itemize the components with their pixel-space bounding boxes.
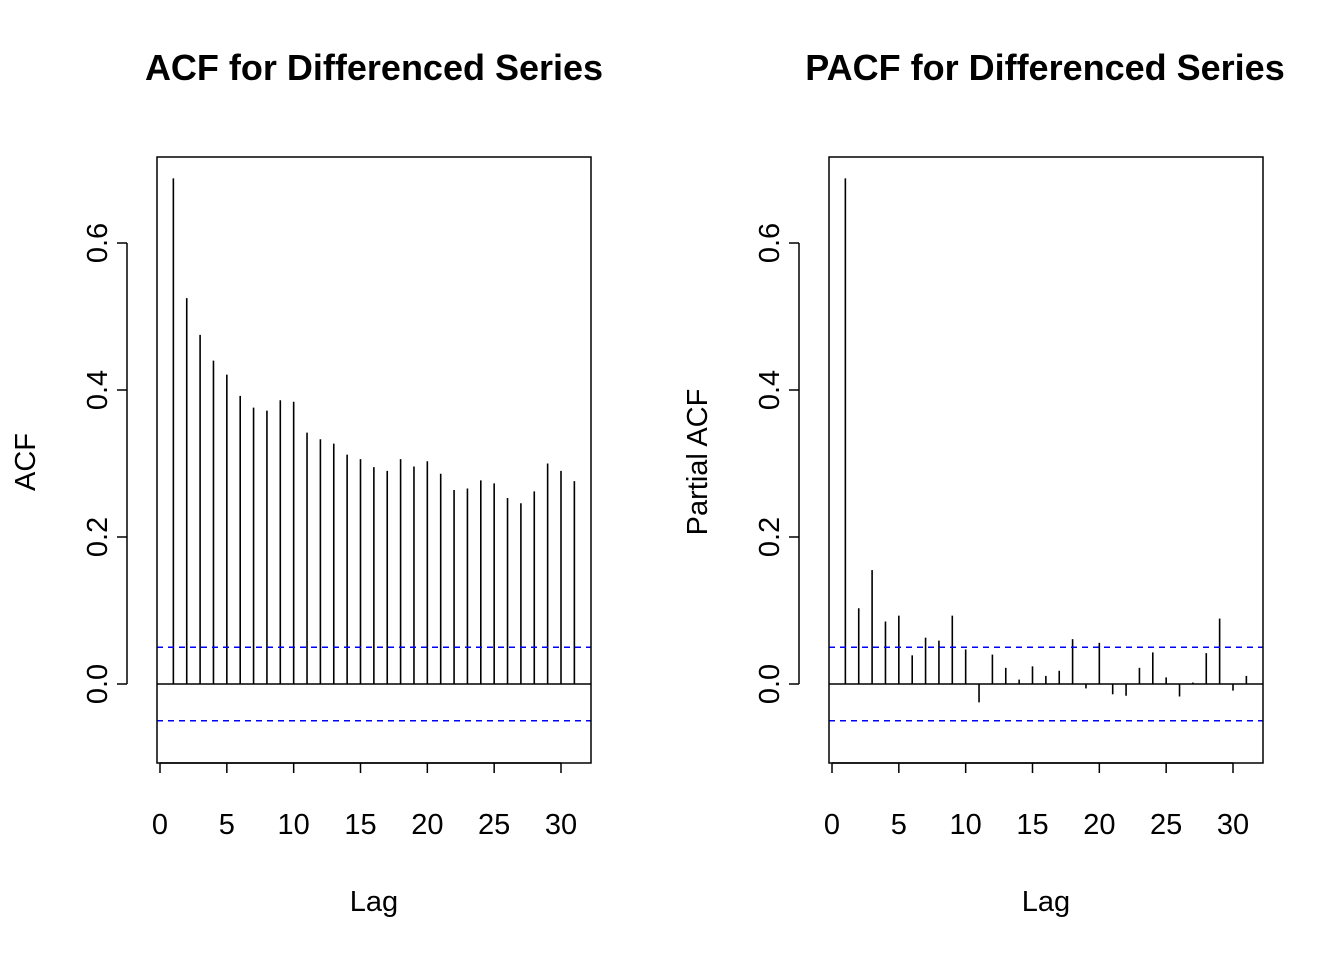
acf-x-axis: 0 5 10 15 20 25 30 bbox=[152, 762, 577, 841]
pacf-y-axis: 0.0 0.2 0.4 0.6 bbox=[754, 223, 800, 704]
pacf-x-tick-label-10: 10 bbox=[950, 809, 982, 841]
pacf-panel: PACF for Differenced Series Lag Partial … bbox=[682, 47, 1285, 918]
pacf-x-tick-label-15: 15 bbox=[1016, 809, 1048, 841]
acf-x-tick-label-10: 10 bbox=[278, 809, 310, 841]
pacf-x-tick-label-20: 20 bbox=[1083, 809, 1115, 841]
acf-plot-area bbox=[157, 178, 591, 722]
pacf-y-axis-label: Partial ACF bbox=[682, 389, 714, 536]
acf-x-axis-label: Lag bbox=[350, 886, 398, 918]
pacf-y-tick-label-3: 0.6 bbox=[754, 223, 786, 263]
acf-y-tick-label-0: 0.0 bbox=[82, 664, 114, 704]
pacf-x-tick-label-25: 25 bbox=[1150, 809, 1182, 841]
acf-y-tick-label-2: 0.4 bbox=[82, 370, 114, 410]
acf-x-tick-label-0: 0 bbox=[152, 809, 168, 841]
pacf-plot-area bbox=[829, 178, 1263, 722]
pacf-x-axis-label: Lag bbox=[1022, 886, 1070, 918]
pacf-title: PACF for Differenced Series bbox=[805, 47, 1284, 88]
pacf-y-tick-label-1: 0.2 bbox=[754, 517, 786, 557]
pacf-x-tick-label-5: 5 bbox=[891, 809, 907, 841]
acf-x-tick-label-5: 5 bbox=[219, 809, 235, 841]
acf-panel: ACF for Differenced Series Lag ACF 0 5 10 1… bbox=[10, 47, 603, 918]
pacf-x-tick-label-30: 30 bbox=[1217, 809, 1249, 841]
acf-x-tick-label-30: 30 bbox=[545, 809, 577, 841]
acf-y-tick-label-1: 0.2 bbox=[82, 517, 114, 557]
pacf-plot-frame bbox=[828, 156, 1264, 764]
pacf-x-tick-label-0: 0 bbox=[824, 809, 840, 841]
acf-y-axis-label: ACF bbox=[10, 433, 42, 491]
acf-x-tick-label-20: 20 bbox=[411, 809, 443, 841]
pacf-y-tick-label-2: 0.4 bbox=[754, 370, 786, 410]
acf-y-tick-label-3: 0.6 bbox=[82, 223, 114, 263]
acf-y-axis: 0.0 0.2 0.4 0.6 bbox=[82, 223, 128, 704]
acf-title: ACF for Differenced Series bbox=[145, 47, 603, 88]
acf-x-tick-label-25: 25 bbox=[478, 809, 510, 841]
acf-x-tick-label-15: 15 bbox=[344, 809, 376, 841]
pacf-x-axis: 0 5 10 15 20 25 30 bbox=[824, 762, 1249, 841]
pacf-y-tick-label-0: 0.0 bbox=[754, 664, 786, 704]
